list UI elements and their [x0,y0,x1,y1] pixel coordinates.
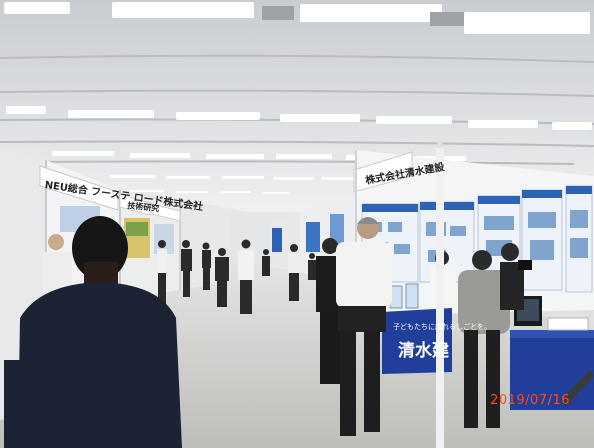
ceiling-vent [262,6,294,20]
date-stamp: 2019/07/16 [490,393,570,408]
display-counter [382,283,594,410]
booth-pole [436,148,444,448]
midground-attendees [316,217,532,436]
counter-slogan: 子どもたちに誇れるしごとを。 [393,323,491,331]
counter-company-name: 清水建 [398,341,449,361]
ceiling-vent [430,12,464,26]
chair [560,370,594,406]
ceiling-beams [0,54,594,165]
foreground-attendee [4,216,182,448]
ceiling-lights [4,2,592,194]
